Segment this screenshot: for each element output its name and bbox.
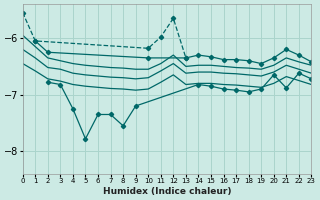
X-axis label: Humidex (Indice chaleur): Humidex (Indice chaleur) <box>103 187 231 196</box>
